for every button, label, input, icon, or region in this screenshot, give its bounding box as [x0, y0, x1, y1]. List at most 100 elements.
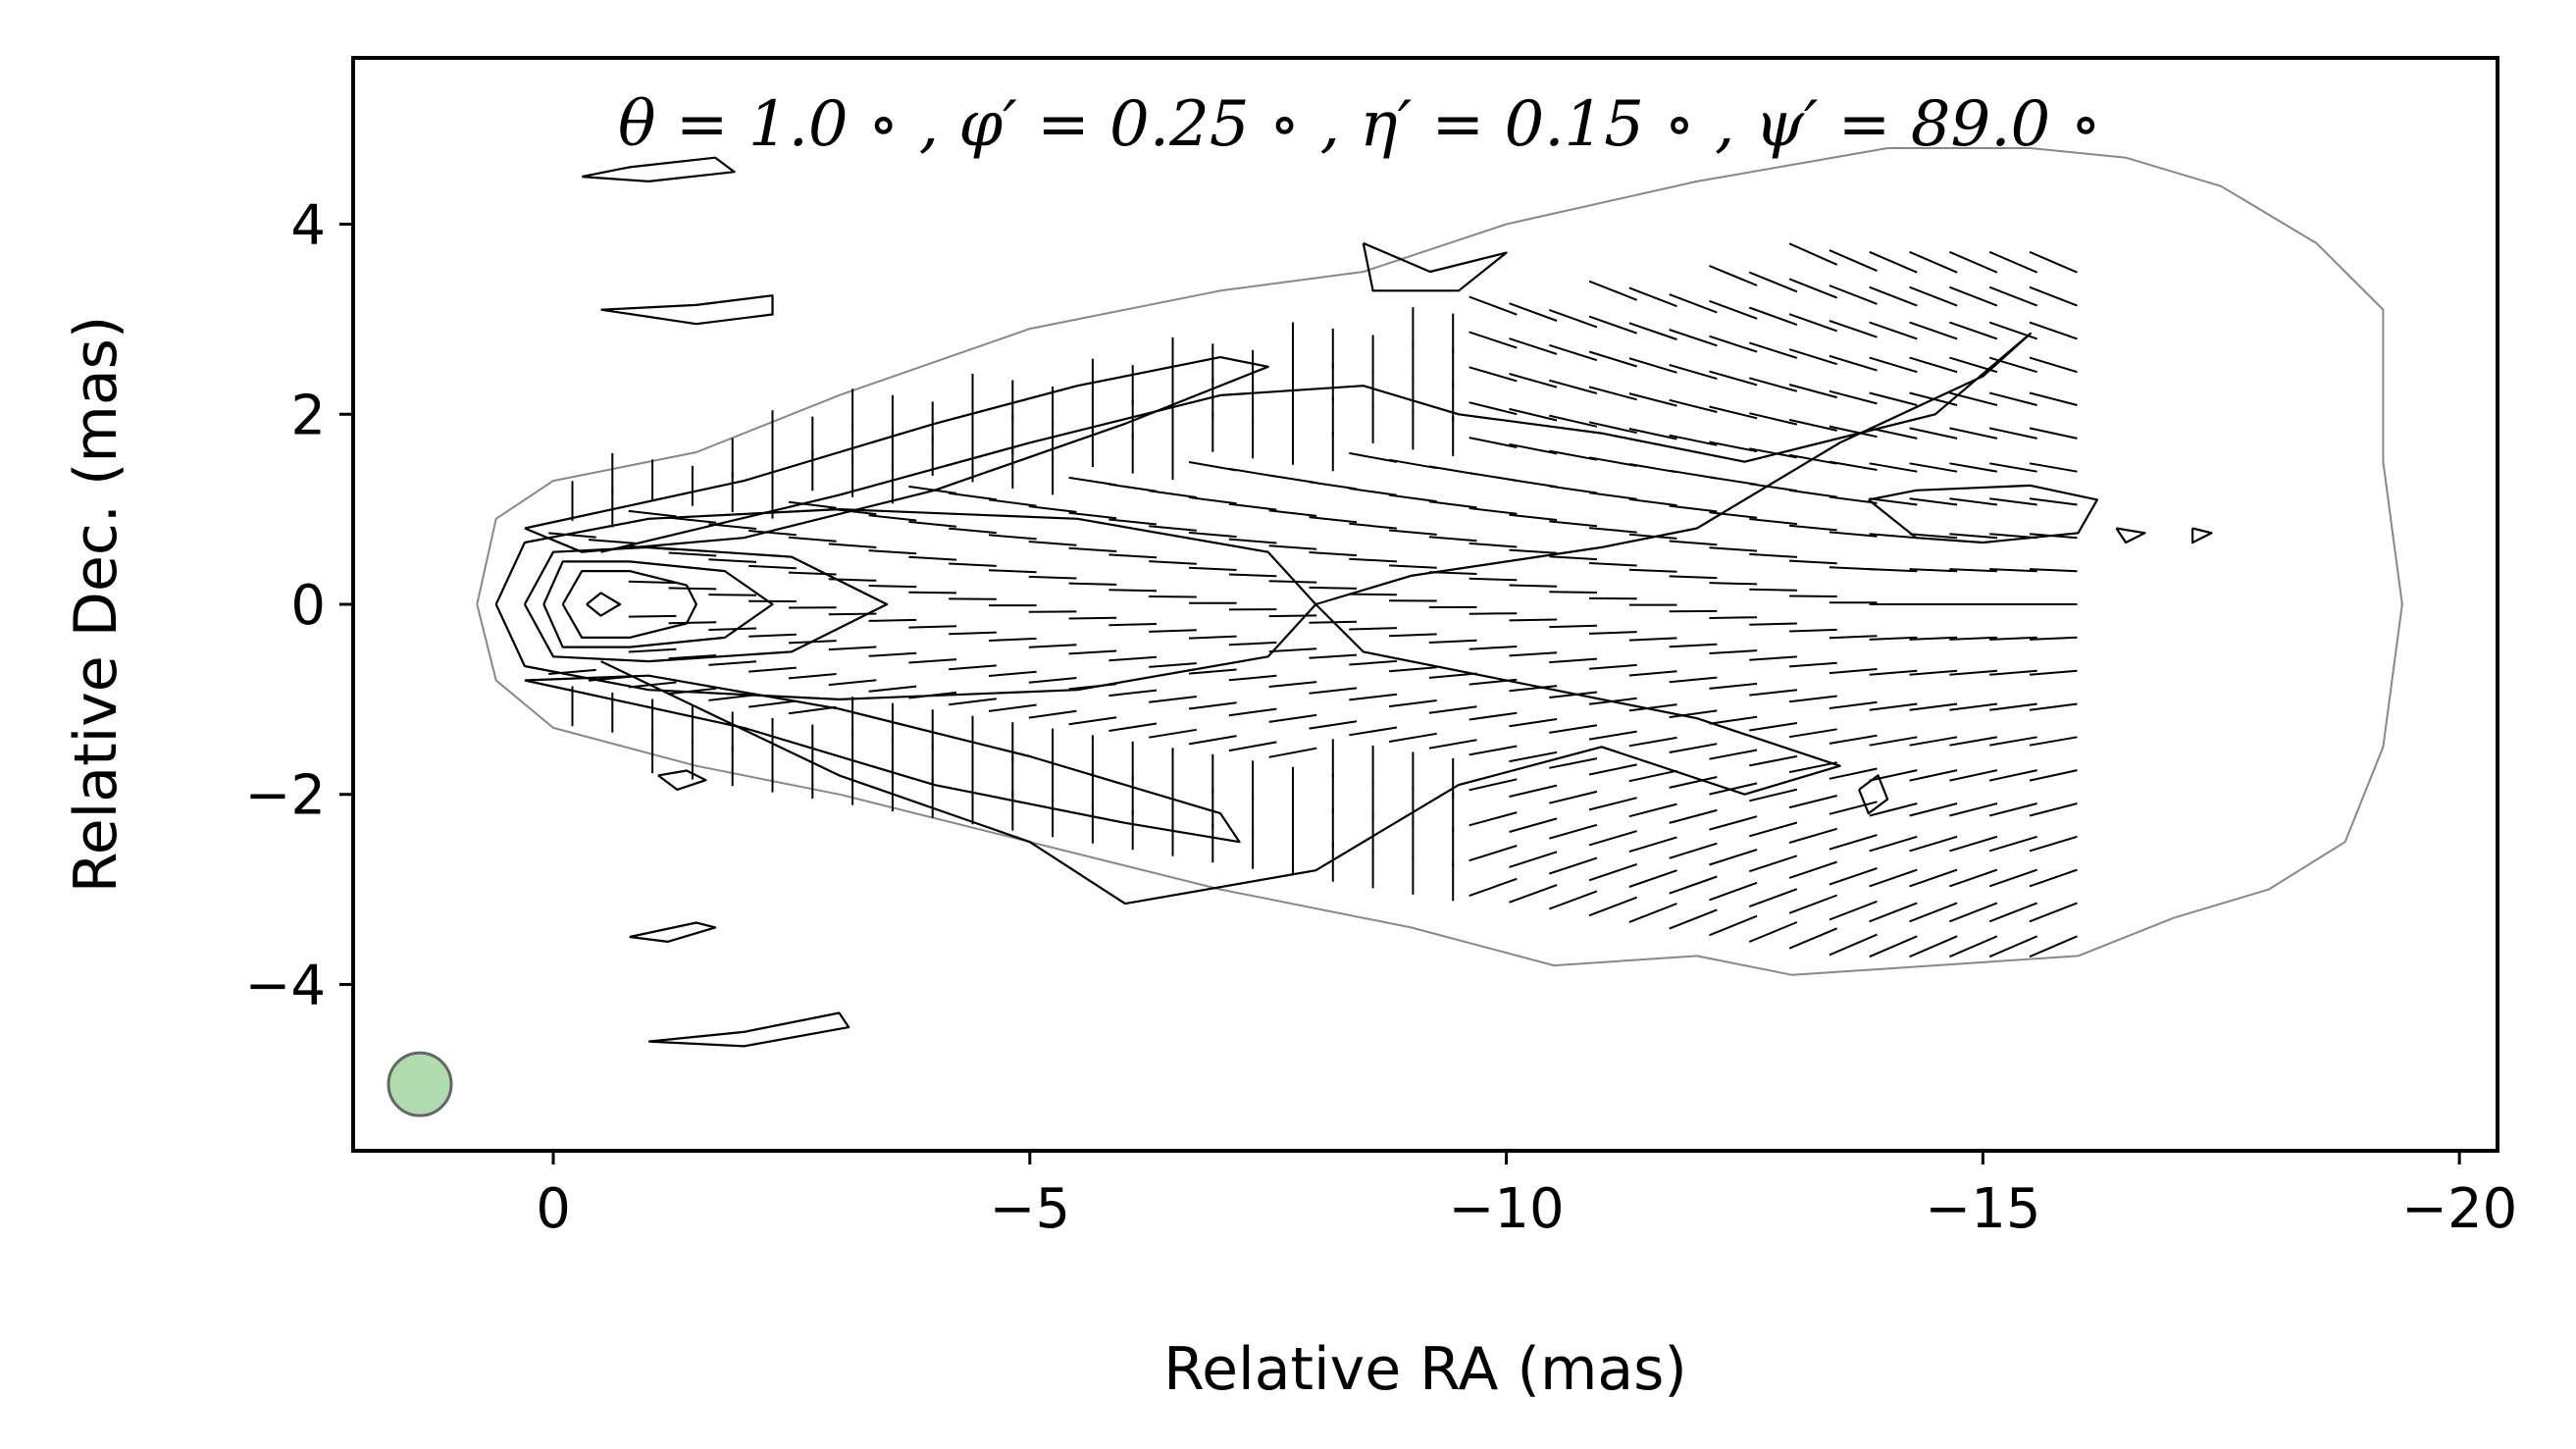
- evpa-tick-86: [908, 691, 957, 699]
- beam-ellipse: [386, 1051, 453, 1117]
- evpa-tick-374: [1628, 497, 1677, 507]
- evpa-tick-379: [1628, 322, 1677, 340]
- evpa-tick-435: [1749, 412, 1798, 426]
- evpa-tick-277: [1428, 705, 1477, 714]
- evpa-tick-474: [1829, 495, 1878, 504]
- evpa-tick-409: [1709, 616, 1758, 619]
- evpa-tick-115: [988, 569, 1037, 574]
- evpa-tick-517: [1909, 462, 1958, 473]
- parameter-annotation: θ = 1.0 ∘ , φ′ = 0.25 ∘ , η′ = 0.15 ∘ , …: [618, 88, 2101, 161]
- evpa-tick-15: [628, 544, 677, 551]
- y-tick-label-0: 4: [290, 194, 326, 258]
- evpa-tick-124: [1028, 709, 1077, 719]
- evpa-tick-281: [1428, 571, 1477, 575]
- evpa-tick-575: [2029, 636, 2078, 641]
- evpa-tick-99: [949, 664, 997, 671]
- evpa-tick-326: [1548, 856, 1598, 875]
- evpa-tick-372: [1628, 568, 1677, 573]
- evpa-tick-447: [1788, 695, 1837, 703]
- evpa-tick-578: [2029, 533, 2078, 540]
- evpa-tick-504: [1909, 902, 1958, 923]
- evpa-tick-482: [1869, 935, 1918, 958]
- evpa-tick-348: [1588, 730, 1637, 741]
- evpa-tick-157: [1108, 518, 1158, 526]
- island-contour-layer: [581, 156, 2213, 1048]
- evpa-tick-251: [1349, 451, 1398, 463]
- evpa-tick-359: [1588, 350, 1637, 368]
- evpa-tick-436: [1749, 377, 1798, 392]
- evpa-tick-375: [1628, 463, 1677, 474]
- evpa-tick-314: [1509, 651, 1558, 657]
- evpa-tick-353: [1589, 562, 1637, 567]
- evpa-tick-6: [588, 539, 637, 544]
- evpa-tick-172: [1149, 490, 1197, 498]
- evpa-tick-334: [1549, 591, 1597, 594]
- evpa-tick-168: [1149, 629, 1197, 633]
- evpa-tick-473: [1829, 531, 1878, 538]
- evpa-tick-465: [1829, 801, 1878, 815]
- evpa-tick-306: [1468, 295, 1518, 316]
- evpa-tick-422: [1748, 854, 1798, 873]
- island-contour-6: [2115, 527, 2146, 544]
- evpa-tick-232: [1309, 551, 1358, 557]
- evpa-tick-573: [2029, 702, 2078, 711]
- evpa-tick-34: [708, 523, 757, 530]
- evpa-tick-267: [1388, 458, 1437, 470]
- evpa-tick-266: [1388, 493, 1437, 503]
- evpa-tick-495: [1869, 497, 1918, 506]
- evpa-tick-564: [1988, 285, 2038, 307]
- evpa-tick-181: [1188, 701, 1237, 710]
- evpa-tick-102: [949, 562, 997, 567]
- evpa-tick-167: [1149, 662, 1197, 668]
- evpa-tick-201: [1228, 538, 1277, 544]
- evpa-tick-475: [1829, 460, 1878, 471]
- evpa-tick-569: [2029, 835, 2078, 853]
- evpa-tick-320: [1509, 442, 1558, 455]
- jet-contour-1: [1362, 241, 1508, 292]
- evpa-tick-308: [1509, 851, 1558, 868]
- evpa-tick-64: [828, 612, 877, 616]
- evpa-tick-249: [1349, 522, 1397, 530]
- evpa-tick-373: [1628, 533, 1677, 540]
- island-contour-1: [600, 294, 774, 326]
- evpa-tick-385: [1669, 776, 1718, 789]
- evpa-tick-377: [1628, 392, 1677, 407]
- evpa-tick-510: [1909, 702, 1958, 711]
- evpa-tick-421: [1748, 888, 1798, 908]
- evpa-tick-444: [1788, 795, 1837, 809]
- evpa-tick-56: [788, 500, 837, 509]
- evpa-tick-125: [1028, 677, 1077, 684]
- evpa-tick-283: [1428, 500, 1477, 509]
- evpa-tick-327: [1549, 823, 1598, 840]
- evpa-tick-417: [1709, 335, 1758, 353]
- evpa-tick-310: [1509, 784, 1558, 798]
- evpa-tick-228: [1309, 687, 1358, 695]
- evpa-tick-405: [1709, 749, 1758, 760]
- evpa-tick-418: [1709, 299, 1758, 320]
- evpa-tick-317: [1509, 548, 1558, 554]
- evpa-tick-152: [1108, 689, 1158, 698]
- evpa-tick-316: [1509, 584, 1558, 588]
- evpa-tick-414: [1709, 440, 1758, 453]
- evpa-tick-318: [1509, 513, 1558, 521]
- y-tick-label-2: 0: [290, 574, 326, 638]
- evpa-tick-571: [2029, 769, 2078, 782]
- island-contour-3: [629, 921, 717, 943]
- evpa-tick-531: [1949, 702, 1998, 711]
- evpa-tick-309: [1509, 817, 1558, 833]
- evpa-tick-556: [1989, 568, 2037, 573]
- evpa-tick-550: [1988, 769, 2037, 782]
- evpa-tick-454: [1788, 453, 1837, 465]
- evpa-tick-54: [788, 571, 837, 576]
- evpa-tick-229: [1309, 653, 1358, 659]
- evpa-tick-499: [1869, 356, 1918, 374]
- evpa-tick-574: [2029, 669, 2078, 676]
- evpa-tick-413: [1709, 476, 1758, 486]
- jet-contour-2: [1868, 484, 2098, 544]
- evpa-tick-456: [1788, 384, 1837, 399]
- evpa-tick-155: [1108, 589, 1158, 593]
- evpa-tick-512: [1909, 636, 1958, 641]
- evpa-tick-515: [1909, 533, 1958, 540]
- evpa-tick-246: [1349, 627, 1397, 631]
